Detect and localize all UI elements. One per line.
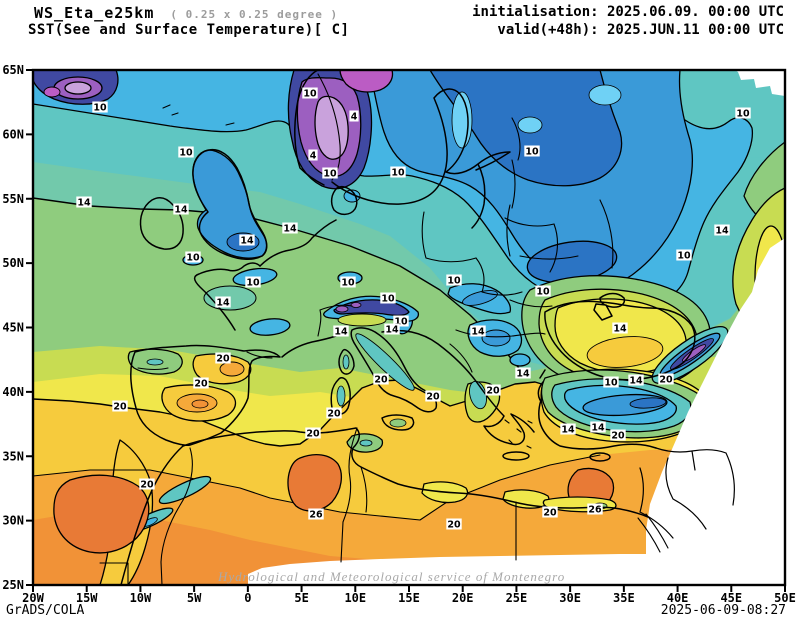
lat-tick-label: 35N — [2, 449, 24, 463]
contour-label: 10 — [93, 103, 107, 114]
contour-label: 20 — [113, 402, 127, 413]
contour-label: 14 — [216, 298, 230, 309]
region-italy — [350, 327, 438, 413]
grads-credit: GrADS/COLA — [6, 603, 85, 618]
contour-label: 14 — [629, 376, 643, 387]
contour-label: 20 — [194, 379, 208, 390]
contour-label: 14 — [283, 224, 297, 235]
contour-label: 10 — [447, 276, 461, 287]
contour-label: 14 — [516, 369, 530, 380]
lon-tick-label: 5W — [187, 591, 202, 605]
contour-label: 10 — [323, 169, 337, 180]
run-info: initialisation: 2025.06.09. 00:00 UTC va… — [472, 3, 784, 39]
contour-label: 14 — [591, 423, 605, 434]
contour-label: 20 — [426, 392, 440, 403]
contour-label: 10 — [303, 89, 317, 100]
lon-tick-label: 10E — [344, 591, 366, 605]
contour-label: 10 — [604, 378, 618, 389]
contour-label: 14 — [240, 236, 254, 247]
contour-label: 10 — [677, 251, 691, 262]
lon-tick-label: 15W — [76, 591, 98, 605]
lon-tick-label: 15E — [398, 591, 420, 605]
contour-label: 14 — [77, 198, 91, 209]
coastlines-and-borders — [99, 70, 735, 585]
model-title: WS_Eta_e25km — [34, 4, 155, 22]
lon-tick-label: 10W — [130, 591, 152, 605]
contour-label: 20 — [216, 354, 230, 365]
contour-label: 10 — [246, 278, 260, 289]
no-data-strip — [248, 554, 660, 585]
valid-line: valid(+48h): 2025.JUN.11 00:00 UTC — [497, 22, 784, 38]
contour-label: 20 — [659, 375, 673, 386]
contour-label: 14 — [715, 226, 729, 237]
timestamp: 2025-06-09-08:27 — [660, 603, 786, 618]
contour-label: 14 — [471, 327, 485, 338]
lat-tick-label: 40N — [2, 385, 24, 399]
lat-tick-label: 50N — [2, 256, 24, 270]
contour-label: 10 — [536, 287, 550, 298]
lon-tick-label: 45E — [720, 591, 742, 605]
watermark: Hydrological and Meteorological service … — [218, 569, 566, 584]
lon-tick-label: 5E — [294, 591, 308, 605]
no-data-corner — [735, 70, 785, 96]
contour-label: 10 — [179, 148, 193, 159]
lon-tick-label: 50E — [774, 591, 796, 605]
contour-label: 20 — [543, 508, 557, 519]
lon-tick-label: 0 — [244, 591, 251, 605]
contour-label: 10 — [736, 109, 750, 120]
contour-label: 14 — [385, 325, 399, 336]
contour-label: 20 — [447, 520, 461, 531]
contour-label: 20 — [611, 431, 625, 442]
contour-label: 26 — [588, 505, 602, 516]
contour-label: 14 — [613, 324, 627, 335]
lat-tick-label: 55N — [2, 192, 24, 206]
contour-label: 14 — [561, 425, 575, 436]
parameter-title: SST(See and Surface Temperature)[ C] — [28, 22, 350, 38]
lon-tick-label: 20E — [452, 591, 474, 605]
temperature-fill-regions — [33, 70, 785, 585]
contour-label: 10 — [186, 253, 200, 264]
contour-label: 4 — [351, 112, 358, 123]
contour-label: 20 — [306, 429, 320, 440]
contour-label: 10 — [381, 294, 395, 305]
contour-label: 20 — [374, 375, 388, 386]
lat-tick-label: 25N — [2, 578, 24, 592]
lon-tick-label: 40E — [667, 591, 689, 605]
lon-tick-label: 20W — [22, 591, 44, 605]
contour-label: 14 — [174, 205, 188, 216]
lon-tick-label: 30E — [559, 591, 581, 605]
lat-tick-label: 60N — [2, 127, 24, 141]
contour-label: 10 — [525, 147, 539, 158]
lon-tick-label: 35E — [613, 591, 635, 605]
lat-tick-label: 30N — [2, 514, 24, 528]
lat-tick-label: 45N — [2, 321, 24, 335]
contour-label: 10 — [391, 168, 405, 179]
contour-label: 20 — [327, 409, 341, 420]
lat-tick-label: 65N — [2, 63, 24, 77]
contour-label: 10 — [394, 317, 408, 328]
lon-tick-label: 25E — [506, 591, 528, 605]
contour-label: 14 — [334, 327, 348, 338]
title-line: WS_Eta_e25km ( 0.25 x 0.25 degree ) — [34, 3, 338, 22]
contour-label: 20 — [140, 480, 154, 491]
contour-label: 10 — [341, 278, 355, 289]
contour-label: 26 — [309, 510, 323, 521]
no-data-wedge — [646, 238, 785, 585]
contour-label: 4 — [310, 151, 317, 162]
resolution-note: ( 0.25 x 0.25 degree ) — [170, 8, 339, 21]
contour-label: 20 — [486, 386, 500, 397]
initialisation-line: initialisation: 2025.06.09. 00:00 UTC — [472, 4, 784, 20]
